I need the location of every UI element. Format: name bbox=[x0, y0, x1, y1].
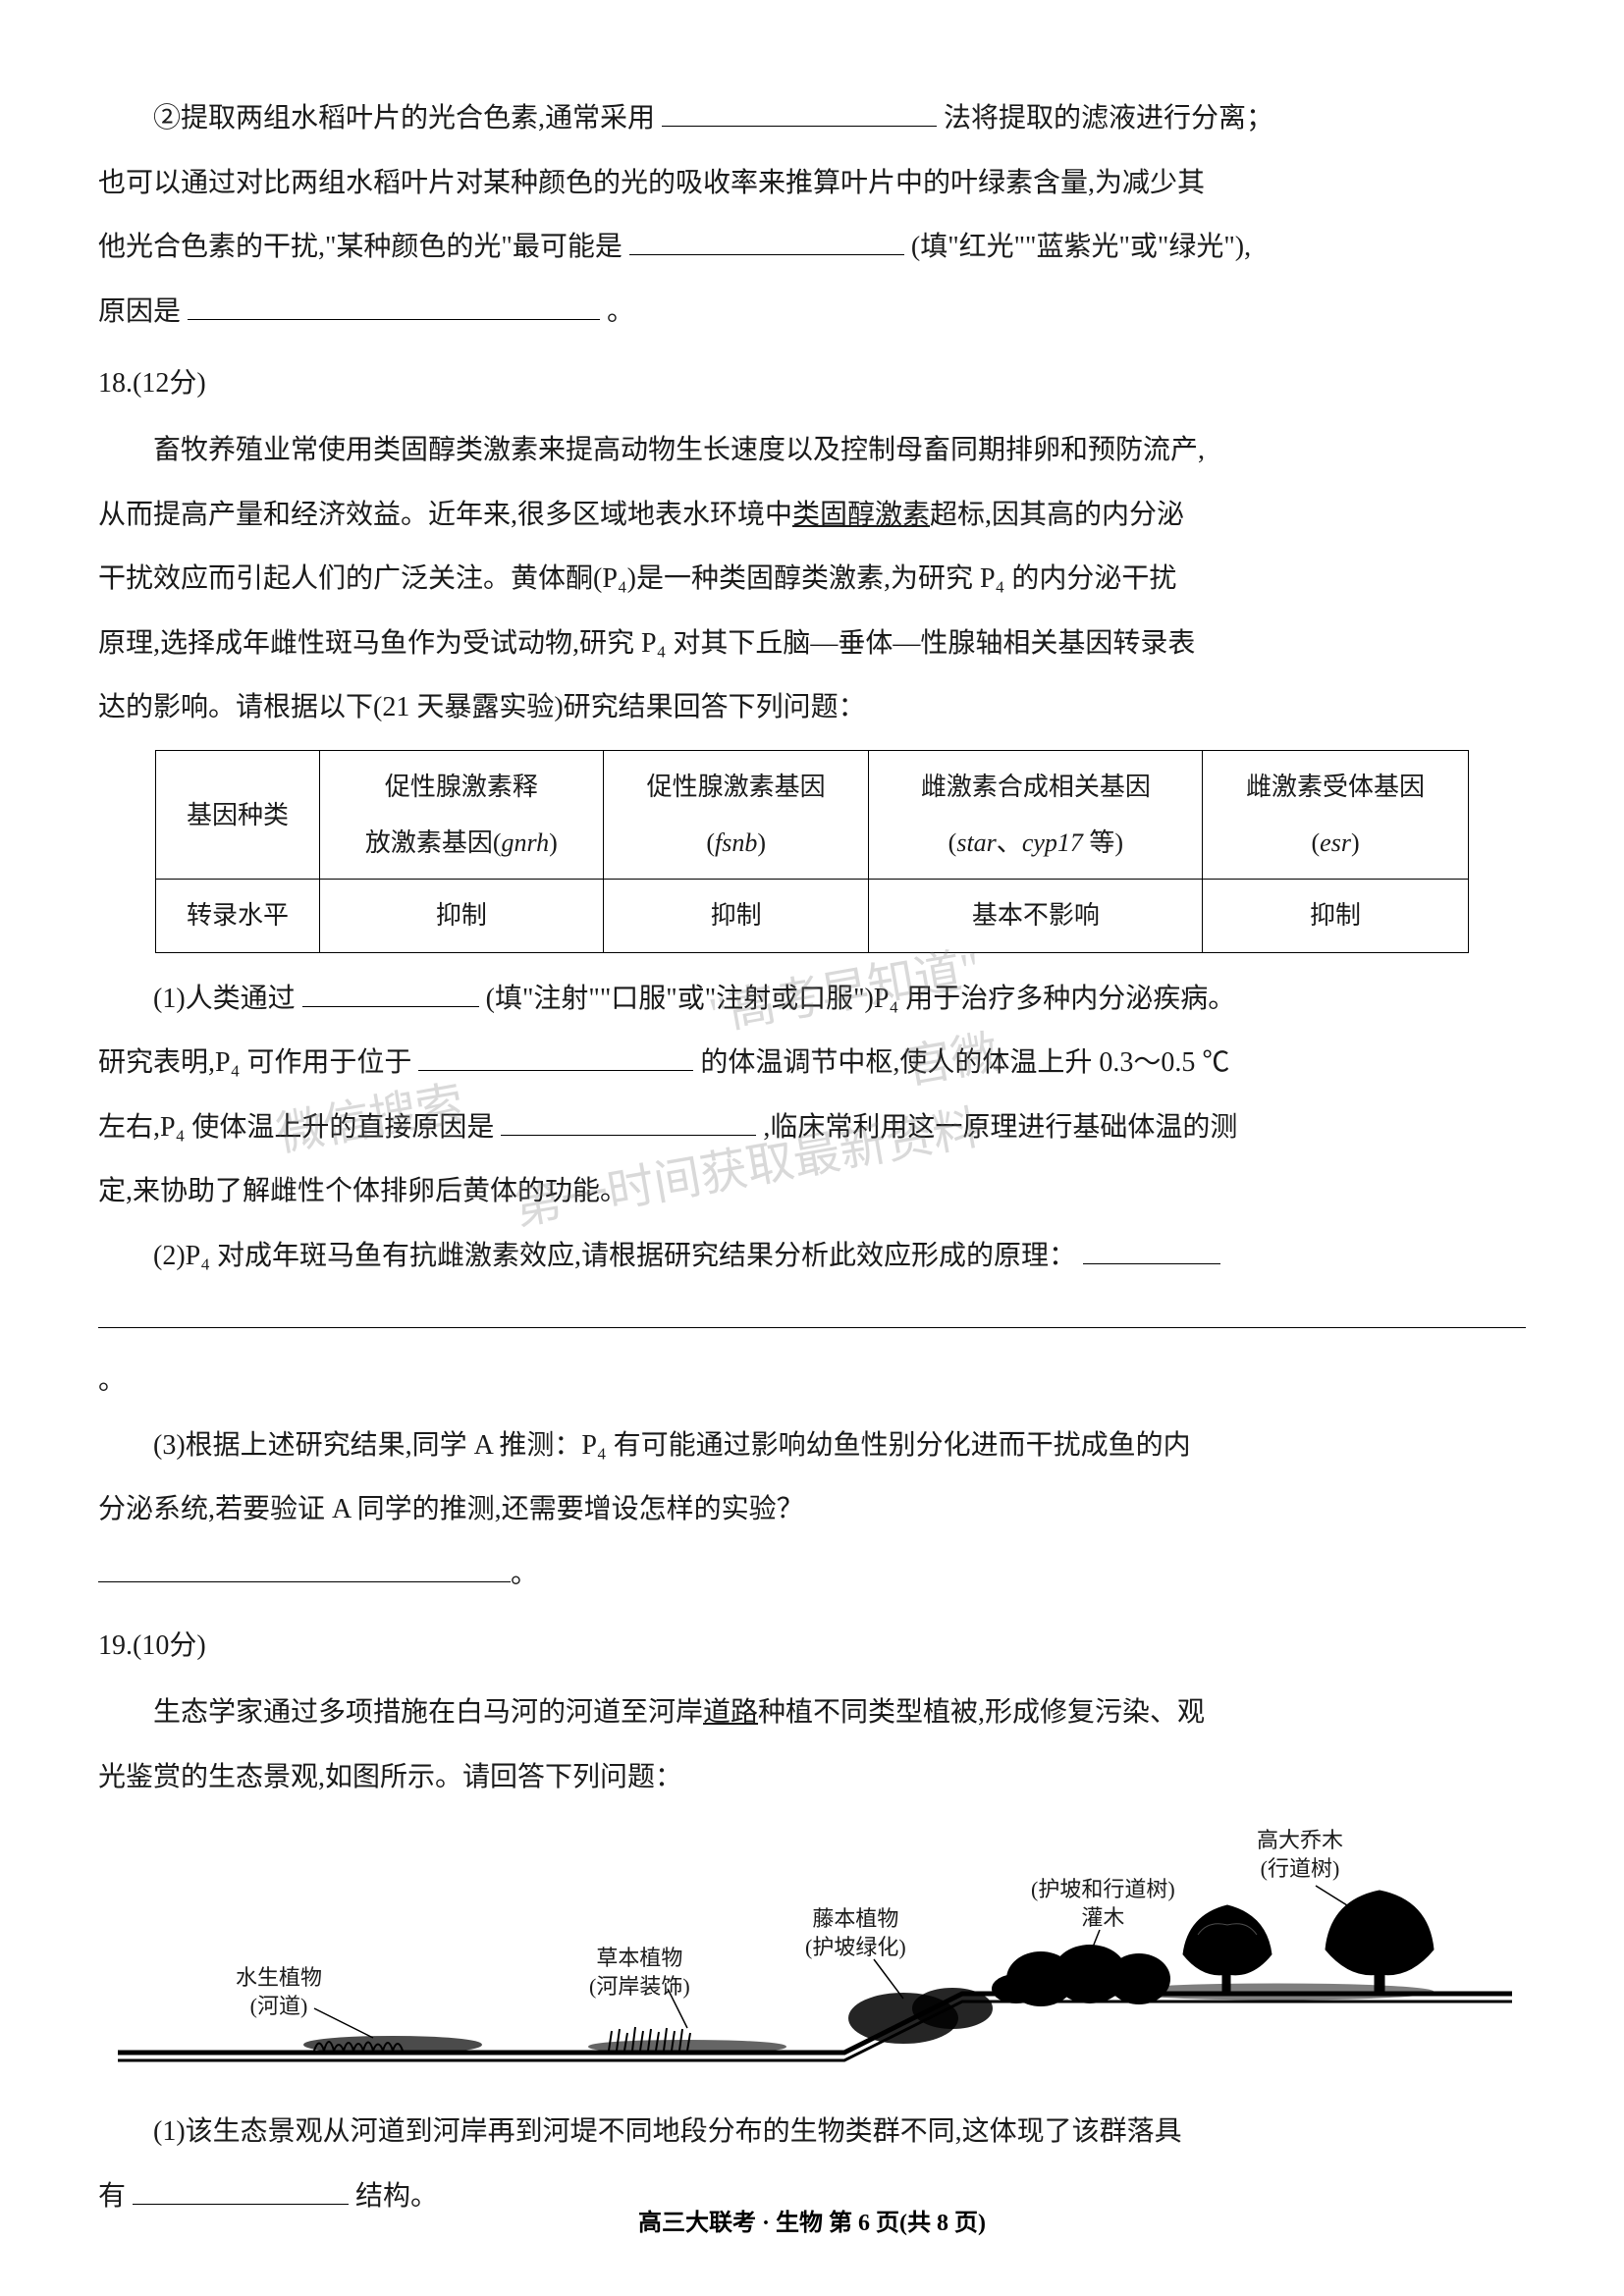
q17-line4-suffix: 。 bbox=[607, 296, 634, 327]
q18-sub3-line2: 分泌系统,若要验证 A 同学的推测,还需要增设怎样的实验？ bbox=[98, 1479, 1526, 1540]
q17-part2-line4: 原因是 。 bbox=[98, 282, 1526, 343]
q18-sub1-line3-suffix: ,临床常利用这一原理进行基础体温的测 bbox=[763, 1112, 1237, 1143]
q17-part2-prefix: ②提取两组水稻叶片的光合色素,通常采用 bbox=[153, 103, 655, 133]
q18-sub2-blankline: 。 bbox=[98, 1290, 1526, 1411]
q19-intro2: 光鉴赏的生态景观,如图所示。请回答下列问题： bbox=[98, 1747, 1526, 1808]
q17-line3-prefix: 他光合色素的干扰,"某种颜色的光"最可能是 bbox=[98, 232, 623, 262]
q17-part2-line2: 也可以通过对比两组水稻叶片对某种颜色的光的吸收率来推算叶片中的叶绿素含量,为减少… bbox=[98, 153, 1526, 214]
blank-light bbox=[629, 228, 904, 255]
q19-number: 19.(10分) bbox=[98, 1616, 1526, 1677]
blank-method bbox=[662, 99, 937, 127]
blank-direct-cause bbox=[501, 1108, 756, 1136]
q18-number: 18.(12分) bbox=[98, 353, 1526, 414]
q18-sub2-text: (2)P₄ 对成年斑马鱼有抗雌激素效应,请根据研究结果分析此效应形成的原理： bbox=[153, 1241, 1076, 1271]
table-data-row: 转录水平 抑制 抑制 基本不影响 抑制 bbox=[156, 880, 1469, 952]
q17-part2-after: 法将提取的滤液进行分离； bbox=[944, 103, 1273, 133]
q18-sub3-line1: (3)根据上述研究结果,同学 A 推测：P₄ 有可能通过影响幼鱼性别分化进而干扰… bbox=[98, 1415, 1526, 1476]
q19-figure: 水生植物(河道) 草本植物(河岸装饰) 藤本植物(护坡绿化) (护坡和行道树)灌… bbox=[98, 1817, 1526, 2092]
q18-sub1-line3: 左右,P₄ 使体温上升的直接原因是 ,临床常利用这一原理进行基础体温的测 bbox=[98, 1097, 1526, 1158]
q18-sub2-end: 。 bbox=[98, 1365, 126, 1396]
blank-structure bbox=[133, 2177, 349, 2205]
q18-intro2-suffix: 超标,因其高的内分泌 bbox=[930, 500, 1184, 530]
table-col0: 基因种类 bbox=[156, 750, 320, 879]
q18-intro2-underline: 类固醇激素 bbox=[792, 500, 930, 530]
q19-intro1-prefix: 生态学家通过多项措施在白马河的河道至河岸 bbox=[153, 1697, 703, 1728]
q18-sub1-line2-suffix: 的体温调节中枢,使人的体温上升 0.3～0.5 ℃ bbox=[700, 1047, 1229, 1078]
q18-intro3: 干扰效应而引起人们的广泛关注。黄体酮(P₄)是一种类固醇类激素,为研究 P₄ 的… bbox=[98, 549, 1526, 610]
q18-intro2: 从而提高产量和经济效益。近年来,很多区域地表水环境中类固醇激素超标,因其高的内分… bbox=[98, 485, 1526, 546]
q18-sub1-line2-prefix: 研究表明,P₄ 可作用于位于 bbox=[98, 1047, 411, 1078]
q18-intro1: 畜牧养殖业常使用类固醇类激素来提高动物生长速度以及控制母畜同期排卵和预防流产, bbox=[98, 420, 1526, 481]
q19-intro1-underline: 道路 bbox=[703, 1697, 758, 1728]
table-col2: 促性腺激素基因(fsnb) bbox=[603, 750, 869, 879]
q18-sub3-end: 。 bbox=[511, 1559, 538, 1589]
q18-sub1-prefix: (1)人类通过 bbox=[153, 984, 296, 1014]
q17-part2-line1: ②提取两组水稻叶片的光合色素,通常采用 法将提取的滤液进行分离； bbox=[98, 88, 1526, 149]
table-col4: 雌激素受体基因(esr) bbox=[1203, 750, 1469, 879]
q18-sub1-mid: (填"注射""口服"或"注射或口服")P₄ 用于治疗多种内分泌疾病。 bbox=[486, 984, 1236, 1014]
blank-location bbox=[418, 1043, 693, 1071]
blank-principle-full bbox=[98, 1301, 1526, 1328]
table-col1: 促性腺激素释放激素基因(gnrh) bbox=[319, 750, 603, 879]
blank-experiment bbox=[98, 1555, 511, 1582]
table-col3: 雌激素合成相关基因(star、cyp17 等) bbox=[869, 750, 1203, 879]
q18-sub1-line3-prefix: 左右,P₄ 使体温上升的直接原因是 bbox=[98, 1112, 494, 1143]
q17-part2-line3: 他光合色素的干扰,"某种颜色的光"最可能是 (填"红光""蓝紫光"或"绿光"), bbox=[98, 217, 1526, 278]
q18-intro4: 原理,选择成年雌性斑马鱼作为受试动物,研究 P₄ 对其下丘脑—垂体—性腺轴相关基… bbox=[98, 614, 1526, 674]
table-val3: 抑制 bbox=[1203, 880, 1469, 952]
q18-sub1-line1: (1)人类通过 (填"注射""口服"或"注射或口服")P₄ 用于治疗多种内分泌疾… bbox=[98, 969, 1526, 1030]
q18-intro5: 达的影响。请根据以下(21 天暴露实验)研究结果回答下列问题： bbox=[98, 677, 1526, 738]
table-rowlabel: 转录水平 bbox=[156, 880, 320, 952]
q19-intro1: 生态学家通过多项措施在白马河的河道至河岸道路种植不同类型植被,形成修复污染、观 bbox=[98, 1682, 1526, 1743]
q17-line4-prefix: 原因是 bbox=[98, 296, 181, 327]
blank-principle-start bbox=[1083, 1237, 1220, 1264]
blank-method2 bbox=[302, 980, 479, 1007]
q18-sub1-line2: 研究表明,P₄ 可作用于位于 的体温调节中枢,使人的体温上升 0.3～0.5 ℃ bbox=[98, 1033, 1526, 1094]
q18-table: 基因种类 促性腺激素释放激素基因(gnrh) 促性腺激素基因(fsnb) 雌激素… bbox=[155, 750, 1469, 953]
terrain-svg bbox=[98, 1817, 1522, 2092]
q18-sub3-blankline: 。 bbox=[98, 1544, 1526, 1605]
table-header-row: 基因种类 促性腺激素释放激素基因(gnrh) 促性腺激素基因(fsnb) 雌激素… bbox=[156, 750, 1469, 879]
q19-sub1-line1: (1)该生态景观从河道到河岸再到河堤不同地段分布的生物类群不同,这体现了该群落具 bbox=[98, 2102, 1526, 2163]
page-footer: 高三大联考 · 生物 第 6 页(共 8 页) bbox=[0, 2203, 1624, 2237]
page-content: ②提取两组水稻叶片的光合色素,通常采用 法将提取的滤液进行分离； 也可以通过对比… bbox=[98, 88, 1526, 2226]
blank-reason bbox=[188, 293, 600, 320]
q18-sub1-line4: 定,来协助了解雌性个体排卵后黄体的功能。 bbox=[98, 1161, 1526, 1222]
table-val0: 抑制 bbox=[319, 880, 603, 952]
q18-sub2: (2)P₄ 对成年斑马鱼有抗雌激素效应,请根据研究结果分析此效应形成的原理： bbox=[98, 1226, 1526, 1287]
q17-line3-suffix: (填"红光""蓝紫光"或"绿光"), bbox=[911, 232, 1251, 262]
q18-intro2-prefix: 从而提高产量和经济效益。近年来,很多区域地表水环境中 bbox=[98, 500, 792, 530]
table-val2: 基本不影响 bbox=[869, 880, 1203, 952]
q19-intro1-suffix: 种植不同类型植被,形成修复污染、观 bbox=[758, 1697, 1205, 1728]
table-val1: 抑制 bbox=[603, 880, 869, 952]
